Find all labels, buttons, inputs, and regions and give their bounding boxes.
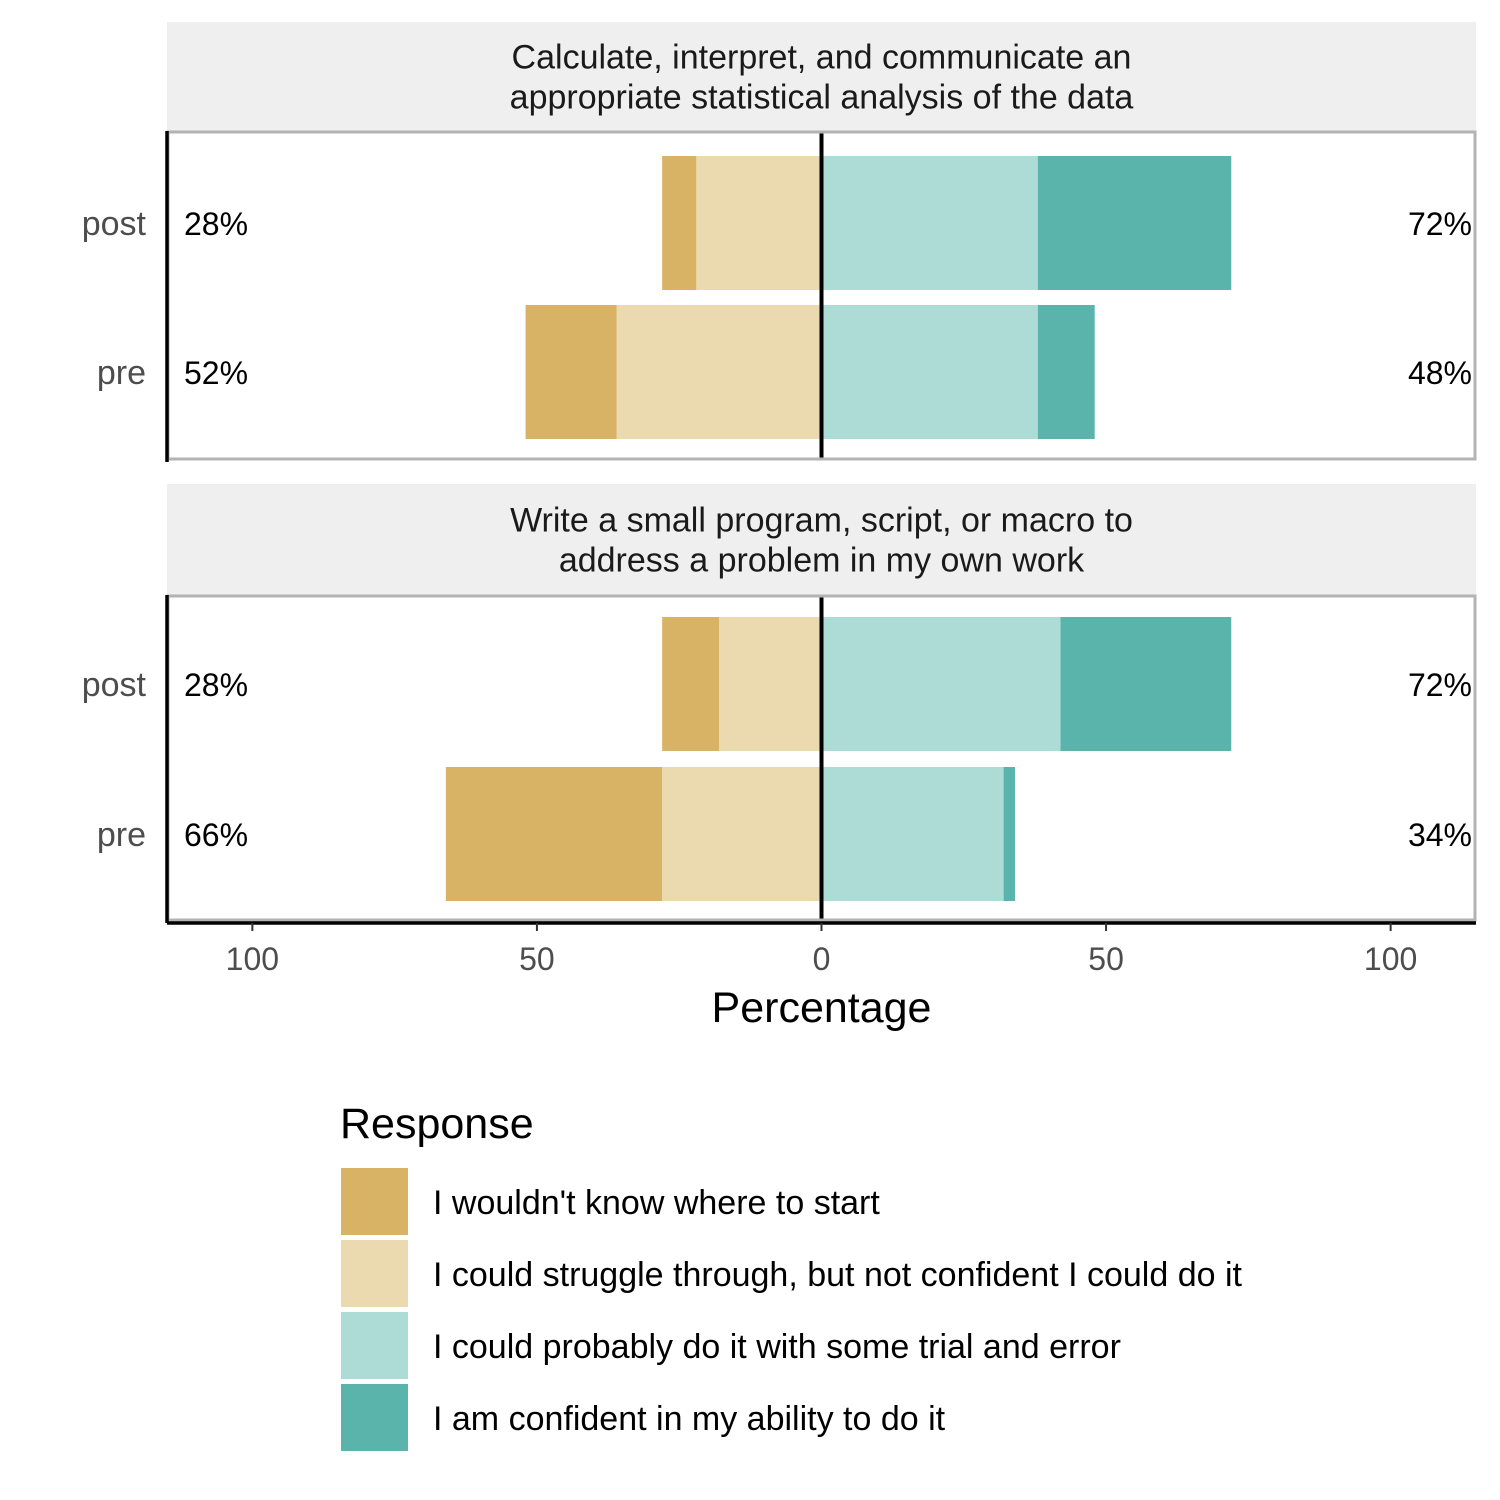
bar-segment <box>1037 156 1232 290</box>
legend-label: I could probably do it with some trial a… <box>433 1328 1121 1366</box>
row-label: post <box>82 666 147 704</box>
percent-label-high: 72% <box>1408 206 1472 242</box>
x-tick-label: 100 <box>226 941 279 977</box>
bar-segment <box>616 305 822 439</box>
legend-swatch <box>341 1312 408 1379</box>
panel-title: Calculate, interpret, and communicate an <box>512 39 1132 77</box>
percent-label-low: 52% <box>184 355 248 391</box>
legend-swatch <box>341 1240 408 1307</box>
bar-segment <box>821 305 1038 439</box>
panel-strip <box>167 484 1476 595</box>
legend-title: Response <box>340 1100 534 1148</box>
bar-segment <box>719 617 822 751</box>
legend-label: I am confident in my ability to do it <box>433 1400 946 1438</box>
x-tick-label: 50 <box>1088 941 1124 977</box>
panel-title: address a problem in my own work <box>559 542 1085 580</box>
percent-label-high: 34% <box>1408 817 1472 853</box>
x-tick-label: 0 <box>813 941 831 977</box>
percent-label-low: 28% <box>184 206 248 242</box>
x-tick-label: 100 <box>1364 941 1417 977</box>
percent-label-low: 28% <box>184 667 248 703</box>
bar-segment <box>1037 305 1095 439</box>
bar-segment <box>662 617 720 751</box>
row-label: post <box>82 205 147 243</box>
bar-segment <box>445 767 663 901</box>
legend-label: I could struggle through, but not confid… <box>433 1256 1243 1294</box>
bar-segment <box>1003 767 1016 901</box>
legend-label: I wouldn't know where to start <box>433 1184 880 1222</box>
bar-segment <box>821 617 1061 751</box>
bar-segment <box>662 156 697 290</box>
bar-segment <box>821 767 1004 901</box>
bar-segment <box>525 305 617 439</box>
bar-segment <box>1060 617 1232 751</box>
x-tick-label: 50 <box>519 941 555 977</box>
percent-label-high: 48% <box>1408 355 1472 391</box>
legend-swatch <box>341 1168 408 1235</box>
row-label: pre <box>97 354 146 392</box>
bar-segment <box>696 156 822 290</box>
x-axis-title: Percentage <box>712 984 932 1032</box>
percent-label-low: 66% <box>184 817 248 853</box>
legend-swatch <box>341 1384 408 1451</box>
panel-title: Write a small program, script, or macro … <box>510 502 1133 540</box>
panel-title: appropriate statistical analysis of the … <box>510 79 1134 117</box>
bar-segment <box>821 156 1038 290</box>
percent-label-high: 72% <box>1408 667 1472 703</box>
row-label: pre <box>97 816 146 854</box>
bar-segment <box>662 767 822 901</box>
panel-strip <box>167 22 1476 131</box>
